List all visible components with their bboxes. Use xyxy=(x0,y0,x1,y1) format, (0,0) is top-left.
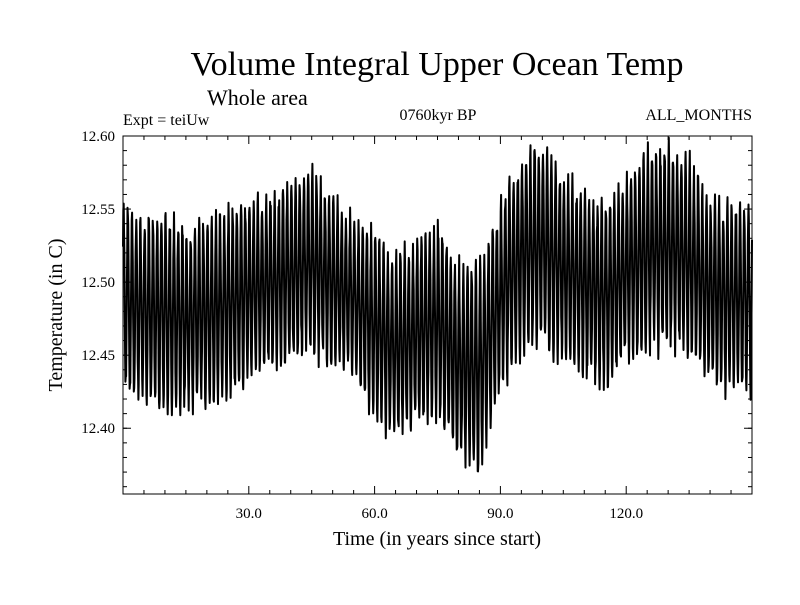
x-axis: 30.0 60.0 90.0 120.0 xyxy=(143,136,732,522)
x-tick-label: 60.0 xyxy=(361,506,387,522)
x-tick-label: 120.0 xyxy=(609,506,643,522)
chart-title: Volume Integral Upper Ocean Temp xyxy=(191,46,684,83)
months-label: ALL_MONTHS xyxy=(645,107,752,124)
x-axis-label: Time (in years since start) xyxy=(333,528,541,550)
y-tick-label: 12.55 xyxy=(81,202,115,218)
period-label: 0760kyr BP xyxy=(400,107,477,124)
x-tick-label: 90.0 xyxy=(487,506,513,522)
y-tick-label: 12.50 xyxy=(81,275,115,291)
chart-subtitle: Whole area xyxy=(207,85,308,110)
y-tick-label: 12.40 xyxy=(81,421,115,437)
y-tick-label: 12.45 xyxy=(81,348,115,364)
temperature-series-line xyxy=(122,136,753,473)
expt-label: Expt = teiUw xyxy=(123,112,210,129)
y-tick-label: 12.60 xyxy=(81,129,115,145)
y-axis-label: Temperature (in C) xyxy=(45,239,67,392)
x-tick-label: 30.0 xyxy=(236,506,262,522)
